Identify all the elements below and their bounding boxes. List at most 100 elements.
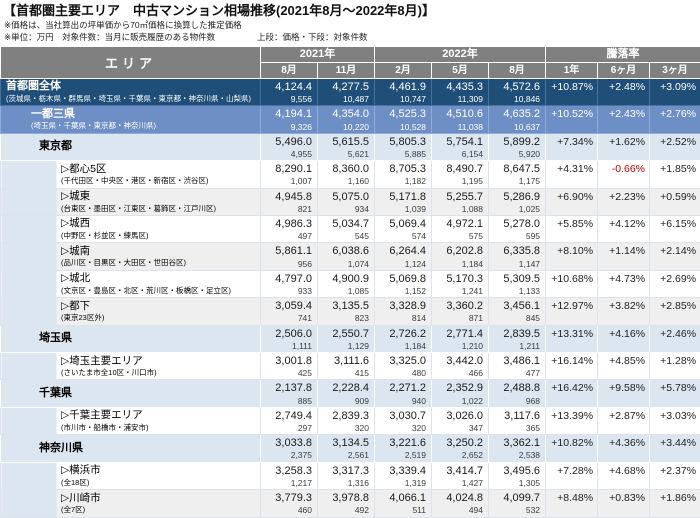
price-value: 5,170.3: [432, 271, 488, 286]
price-value: 5,899.2: [489, 134, 545, 149]
price-value: 2,749.4: [261, 408, 317, 423]
rate-cell: +10.87%: [546, 79, 598, 106]
rate-cell: +4.73%: [598, 270, 650, 297]
area-sublabel: (市川市・船橋市・浦安市): [61, 423, 260, 433]
rate-value: +3.09%: [650, 79, 700, 94]
price-value: 5,075.0: [318, 189, 374, 204]
price-value: 3,456.1: [489, 298, 545, 313]
rate-value: +8.48%: [546, 490, 597, 505]
price-value: 4,099.7: [489, 490, 545, 505]
rate-cell: +2.37%: [650, 462, 700, 489]
rate-cell: +1.28%: [650, 353, 700, 380]
price-value: 4,572.6: [489, 79, 545, 94]
count-value: 956: [261, 259, 317, 270]
count-value: 2,375: [261, 450, 317, 461]
area-name: 一都三県: [31, 108, 260, 122]
rate-cell: +2.43%: [598, 106, 650, 133]
area-sublabel: (文京区・豊島区・北区・荒川区・板橋区・足立区): [61, 286, 260, 296]
price-value: 3,135.5: [318, 298, 374, 313]
area-name: ▷城南: [61, 245, 260, 259]
rate-value: +2.69%: [650, 271, 700, 286]
count-value: 2,519: [375, 450, 431, 461]
price-value: 2,726.2: [375, 326, 431, 341]
count-value: 492: [318, 505, 374, 516]
count-value: 1,210: [432, 341, 488, 352]
count-value: 532: [489, 505, 545, 516]
rate-cell: +2.85%: [650, 298, 700, 325]
count-value: 1,217: [261, 478, 317, 489]
rate-value: +2.46%: [650, 326, 700, 341]
rate-cell: +3.82%: [598, 298, 650, 325]
area-cell: ▷城西(中野区・杉並区・練馬区): [1, 216, 261, 243]
price-value: 2,506.0: [261, 326, 317, 341]
count-value: 823: [318, 313, 374, 324]
rate-value: +0.83%: [598, 490, 649, 505]
rate-cell: +5.85%: [546, 216, 598, 243]
area-cell: 埼玉県: [1, 325, 261, 352]
price-value: 4,354.0: [318, 106, 374, 121]
count-value: 425: [261, 368, 317, 379]
rate-value: +7.28%: [546, 463, 597, 478]
price-value: 5,255.7: [432, 189, 488, 204]
price-value: 5,171.8: [375, 189, 431, 204]
rate-value: +13.39%: [546, 408, 597, 423]
count-value: 2,652: [432, 450, 488, 461]
price-value: 5,754.1: [432, 134, 488, 149]
rate-value: +16.42%: [546, 380, 597, 395]
rate-value: +13.31%: [546, 326, 597, 341]
count-value: 10,528: [375, 122, 431, 133]
rate-cell: +16.14%: [546, 353, 598, 380]
page: 【首都圏主要エリア 中古マンション相場推移(2021年8月～2022年8月)】 …: [0, 0, 700, 496]
rate-cell: +4.68%: [598, 462, 650, 489]
area-cell: 一都三県(埼玉県・千葉県・東京都・神奈川県): [1, 106, 261, 133]
count-value: 10,846: [489, 94, 545, 105]
rate-cell: +2.46%: [650, 325, 700, 352]
count-value: 1,085: [318, 286, 374, 297]
rate-cell: +4.31%: [546, 161, 598, 188]
area-cell: 首都圏全体(茨城県・栃木県・群馬県・埼玉県・千葉県・東京都・神奈川県・山梨県): [1, 79, 261, 106]
count-value: 1,184: [375, 341, 431, 352]
rate-value: +3.44%: [650, 435, 700, 450]
rate-cell: +3.09%: [650, 79, 700, 106]
price-value: 3,362.1: [489, 435, 545, 450]
rate-value: +1.85%: [650, 161, 700, 176]
rate-value: +10.52%: [546, 106, 597, 121]
count-value: 1,427: [432, 478, 488, 489]
area-cell: ▷千葉主要エリア(市川市・船橋市・浦安市): [1, 407, 261, 434]
rate-cell: +10.68%: [546, 270, 598, 297]
count-value: 511: [375, 505, 431, 516]
rate-cell: +2.14%: [650, 243, 700, 270]
rate-value: +4.85%: [598, 353, 649, 368]
area-sublabel: (品川区・目黒区・大田区・世田谷区): [61, 258, 260, 268]
count-value: 1,305: [489, 478, 545, 489]
area-sublabel: (台東区・墨田区・江東区・葛飾区・江戸川区): [61, 204, 260, 214]
rate-value: +2.14%: [650, 243, 700, 258]
price-value: 3,001.8: [261, 353, 317, 368]
price-value: 5,861.1: [261, 243, 317, 258]
price-value: 3,495.6: [489, 463, 545, 478]
price-value: 2,839.3: [318, 408, 374, 423]
price-value: 3,221.6: [375, 435, 431, 450]
price-trend-table: エリア 2021年 2022年 騰落率 8月 11月 2月 5月 8月 1年 6…: [0, 46, 700, 518]
rate-value: +4.12%: [598, 216, 649, 231]
price-value: 3,059.4: [261, 298, 317, 313]
